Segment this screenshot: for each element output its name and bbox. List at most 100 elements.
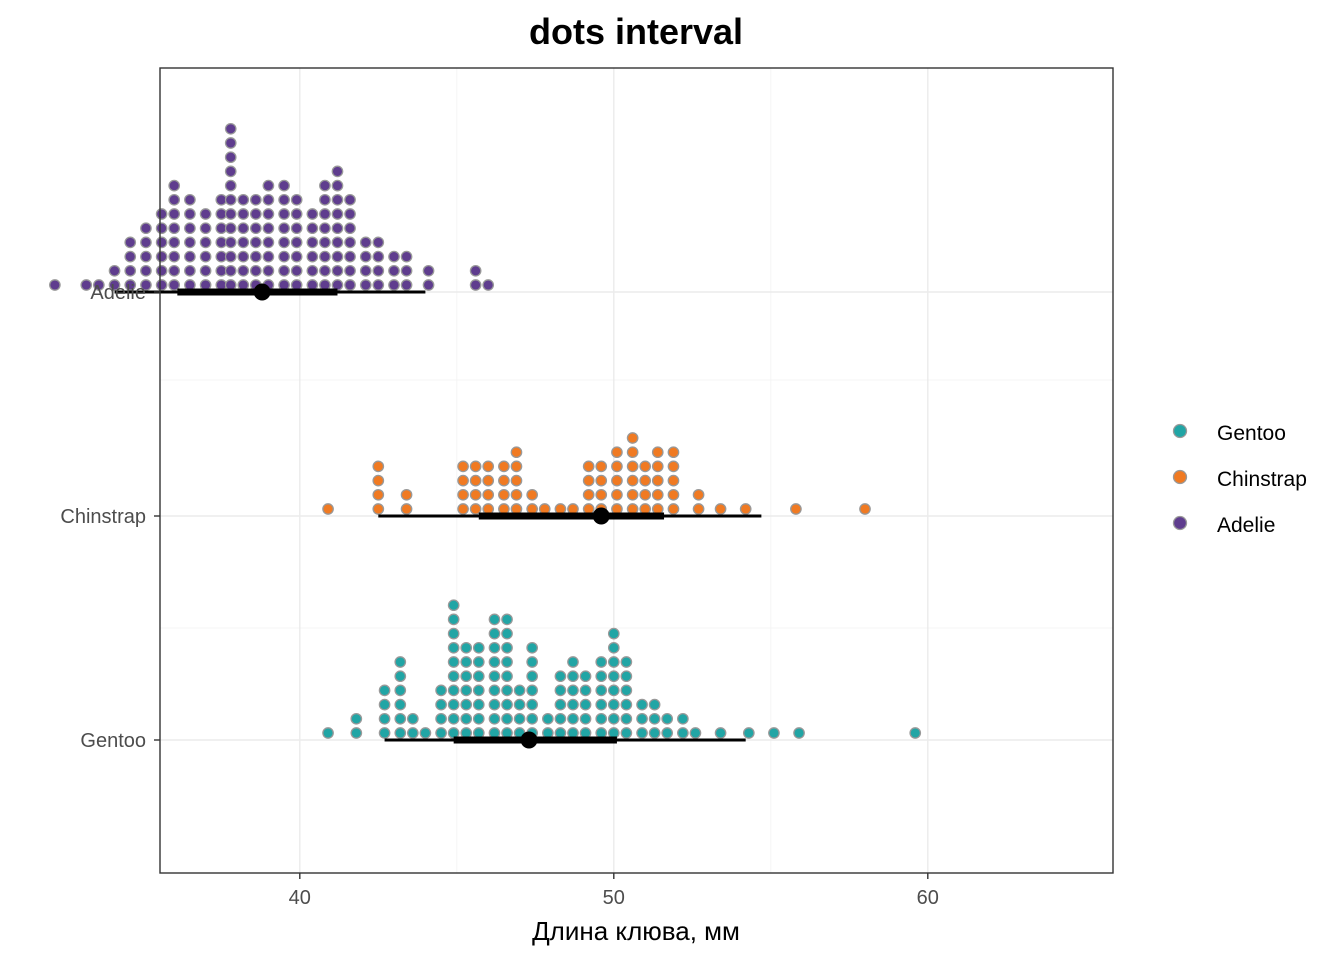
data-dot (224, 208, 237, 220)
legend-key (1172, 515, 1188, 531)
data-dot (542, 712, 554, 725)
data-dot (319, 222, 331, 235)
data-dot (378, 684, 391, 697)
legend-label: Chinstrap (1217, 468, 1307, 491)
data-dot (249, 236, 262, 249)
data-dot (290, 193, 303, 206)
data-dot (567, 656, 579, 668)
data-dot (199, 236, 212, 249)
data-dot (372, 279, 385, 291)
data-layer (49, 122, 922, 749)
data-dot (607, 627, 620, 640)
data-dot (278, 264, 290, 277)
data-dot (168, 193, 181, 206)
data-dot (224, 236, 237, 249)
data-dot (526, 712, 539, 725)
data-dot (595, 656, 608, 668)
data-dot (626, 432, 639, 444)
data-dot (510, 488, 523, 501)
data-dot (457, 460, 469, 473)
data-dot (278, 250, 290, 263)
data-dot (607, 698, 620, 711)
data-dot (639, 488, 652, 501)
data-dot (124, 236, 137, 249)
data-dot (595, 460, 608, 473)
data-dot (692, 503, 705, 515)
legend: Gentoo Chinstrap Adelie (1172, 422, 1307, 537)
data-dot (510, 460, 523, 473)
data-dot (168, 250, 181, 263)
data-dot (611, 460, 623, 473)
data-dot (372, 460, 385, 473)
data-dot (422, 264, 435, 277)
data-dot (155, 250, 168, 263)
data-dot (742, 727, 755, 739)
data-dot (168, 222, 181, 235)
data-dot (184, 193, 196, 206)
data-dot (768, 727, 780, 739)
data-dot (611, 446, 623, 459)
data-dot (501, 641, 513, 654)
data-dot (447, 684, 460, 697)
data-dot (344, 250, 356, 263)
data-dot (567, 698, 579, 711)
data-dot (80, 279, 93, 291)
data-dot (237, 264, 250, 277)
data-dot (579, 698, 592, 711)
data-dot (224, 137, 237, 149)
data-dot (859, 503, 871, 515)
data-dot (667, 503, 680, 515)
data-dot (488, 684, 501, 697)
data-dot (501, 698, 513, 711)
data-dot (155, 222, 168, 235)
data-dot (689, 727, 702, 739)
data-dot (620, 684, 633, 697)
data-dot (501, 613, 513, 626)
x-axis: 40 50 60 (289, 873, 939, 909)
legend-item-chinstrap: Chinstrap (1172, 468, 1307, 491)
data-dot (237, 208, 250, 220)
data-dot (331, 264, 344, 277)
data-dot (435, 712, 447, 725)
data-dot (262, 179, 275, 192)
legend-key (1172, 469, 1188, 485)
data-dot (554, 670, 567, 683)
data-dot (319, 208, 331, 220)
data-dot (595, 712, 608, 725)
data-dot (457, 503, 469, 515)
data-dot (636, 712, 648, 725)
data-dot (620, 698, 633, 711)
data-dot (510, 446, 523, 459)
data-dot (388, 264, 400, 277)
data-dot (331, 165, 344, 178)
data-dot (554, 698, 567, 711)
data-dot (155, 236, 168, 249)
data-dot (49, 279, 61, 291)
data-dot (400, 250, 413, 263)
data-dot (306, 250, 319, 263)
data-dot (199, 222, 212, 235)
data-dot (469, 488, 482, 501)
data-dot (607, 684, 620, 697)
data-dot (322, 503, 334, 515)
data-dot (372, 474, 385, 487)
data-dot (579, 712, 592, 725)
data-dot (469, 474, 482, 487)
data-dot (651, 446, 664, 459)
data-dot (168, 264, 181, 277)
plot-panel (49, 67, 1114, 874)
data-dot (667, 446, 680, 459)
data-dot (140, 250, 152, 263)
data-dot (199, 250, 212, 263)
data-dot (224, 151, 237, 164)
data-dot (331, 250, 344, 263)
data-dot (447, 599, 460, 612)
chart-title: dots interval (529, 11, 743, 52)
data-dot (322, 727, 334, 739)
data-dot (249, 250, 262, 263)
data-dot (488, 613, 501, 626)
data-dot (290, 222, 303, 235)
data-dot (639, 474, 652, 487)
data-dot (344, 208, 356, 220)
